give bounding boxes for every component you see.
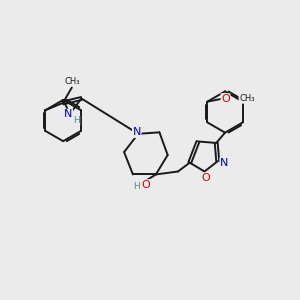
Text: O: O bbox=[221, 94, 230, 104]
Text: CH₃: CH₃ bbox=[64, 76, 80, 85]
Text: CH₃: CH₃ bbox=[239, 94, 254, 103]
Text: H: H bbox=[73, 116, 80, 125]
Text: N: N bbox=[220, 158, 228, 168]
Text: N: N bbox=[133, 127, 141, 137]
Text: O: O bbox=[202, 173, 210, 183]
Text: N: N bbox=[64, 109, 73, 119]
Text: O: O bbox=[142, 180, 151, 190]
Text: H: H bbox=[134, 182, 140, 191]
